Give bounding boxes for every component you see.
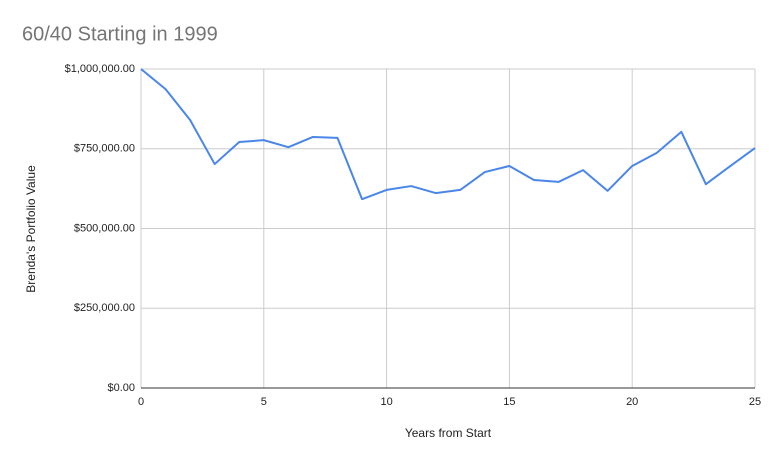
x-tick-label: 15: [503, 396, 515, 408]
x-tick-label: 5: [261, 396, 267, 408]
x-tick-label: 0: [138, 396, 144, 408]
x-tick-label: 10: [380, 396, 392, 408]
y-tick-label: $250,000.00: [74, 302, 135, 314]
chart-title: 60/40 Starting in 1999: [22, 23, 218, 45]
x-tick-label: 20: [626, 396, 638, 408]
x-axis-label: Years from Start: [405, 426, 492, 440]
y-tick-label: $1,000,000.00: [65, 63, 135, 75]
data-line: [140, 68, 756, 201]
y-tick-label: $500,000.00: [74, 222, 135, 234]
y-axis-label: Brenda's Portfolio Value: [24, 165, 38, 293]
y-tick-label: $750,000.00: [74, 143, 135, 155]
x-tick-label: 25: [749, 396, 761, 408]
y-tick-label: $0.00: [107, 382, 135, 394]
